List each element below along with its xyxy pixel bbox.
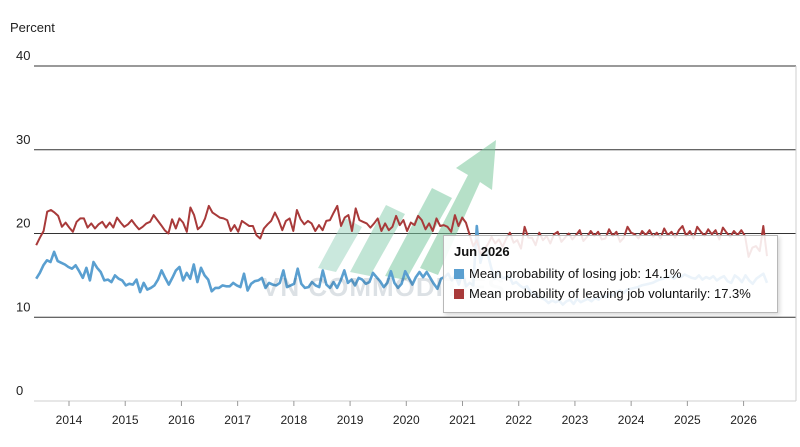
x-tick-label: 2017 xyxy=(224,413,251,427)
x-axis-ticks: 2014 2015 2016 2017 2018 2019 2020 2021 2022 2023… xyxy=(56,401,757,427)
watermark-arrow-logo xyxy=(318,140,496,280)
legend-swatch-losing-job xyxy=(454,269,464,279)
chart-tooltip: Jun 2026 Mean probability of losing job:… xyxy=(443,235,778,313)
tooltip-title: Jun 2026 xyxy=(454,244,510,259)
y-axis-unit-label: Percent xyxy=(10,20,55,35)
x-tick-label: 2025 xyxy=(674,413,701,427)
y-tick-label: 0 xyxy=(16,383,23,398)
x-tick-label: 2014 xyxy=(56,413,83,427)
x-tick-label: 2020 xyxy=(393,413,420,427)
tooltip-label-losing-job: Mean probability of losing job: 14.1% xyxy=(469,266,682,281)
y-tick-label: 10 xyxy=(16,299,30,314)
y-axis-ticks: 0 10 20 30 40 xyxy=(16,48,30,398)
x-tick-label: 2022 xyxy=(505,413,532,427)
y-tick-label: 30 xyxy=(16,132,30,147)
x-tick-label: 2023 xyxy=(562,413,589,427)
x-tick-label: 2016 xyxy=(168,413,195,427)
tooltip-row-leaving-job: Mean probability of leaving job voluntar… xyxy=(454,286,751,301)
x-tick-label: 2021 xyxy=(449,413,476,427)
legend-swatch-leaving-job xyxy=(454,289,464,299)
x-tick-label: 2026 xyxy=(730,413,757,427)
series-line-leaving-job xyxy=(35,204,768,258)
y-tick-label: 40 xyxy=(16,48,30,63)
x-tick-label: 2024 xyxy=(618,413,645,427)
x-tick-label: 2015 xyxy=(112,413,139,427)
y-tick-label: 20 xyxy=(16,216,30,231)
x-tick-label: 2019 xyxy=(337,413,364,427)
x-tick-label: 2018 xyxy=(281,413,308,427)
tooltip-row-losing-job: Mean probability of losing job: 14.1% xyxy=(454,266,681,281)
tooltip-label-leaving-job: Mean probability of leaving job voluntar… xyxy=(469,286,751,301)
